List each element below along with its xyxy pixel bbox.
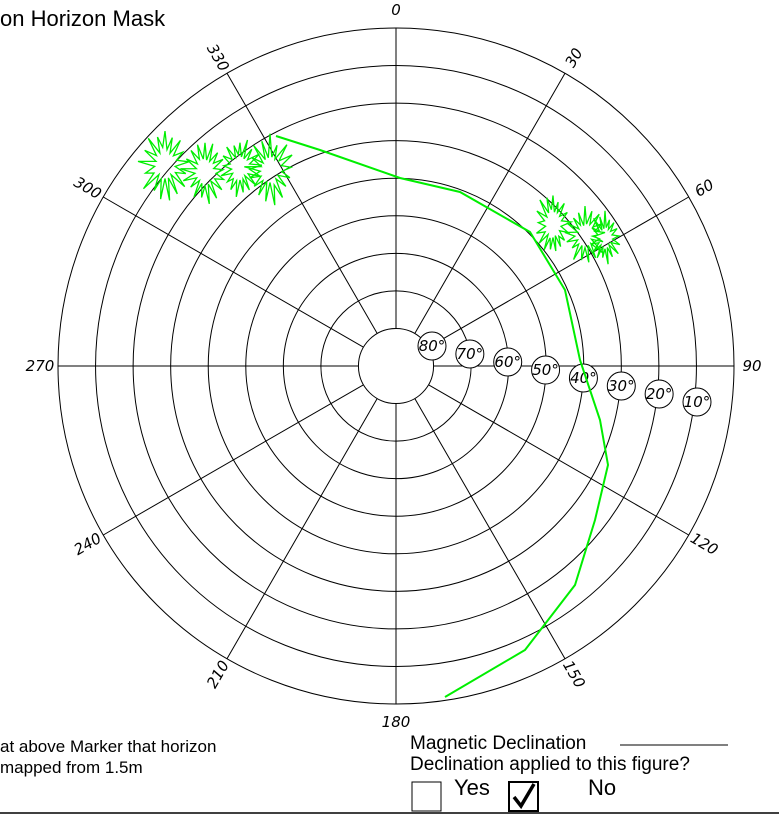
declination-label: Magnetic Declination <box>410 733 586 754</box>
elevation-label: 30° <box>608 377 635 395</box>
note-line: mapped from 1.5m <box>0 758 143 777</box>
elevation-label-circle <box>531 355 561 385</box>
elevation-label: 70° <box>457 345 484 363</box>
elevation-label-circle <box>682 387 712 417</box>
no-label: No <box>588 775 616 800</box>
elevation-label-circle <box>455 339 485 369</box>
elevation-label-circle <box>644 379 674 409</box>
azimuth-spoke <box>428 384 689 536</box>
azimuth-label: 30 <box>561 45 586 71</box>
azimuth-spoke <box>414 398 566 659</box>
azimuth-label: 0 <box>391 1 401 19</box>
azimuth-label: 330 <box>203 41 233 75</box>
tree <box>244 133 294 206</box>
horizon-line <box>275 135 610 698</box>
yes-checkbox[interactable] <box>411 781 442 812</box>
azimuth-label: 240 <box>71 529 105 559</box>
elevation-label-circle <box>606 371 636 401</box>
elevation-label: 50° <box>532 361 559 379</box>
azimuth-label: 300 <box>71 173 105 203</box>
yes-label: Yes <box>454 775 490 800</box>
azimuth-label: 180 <box>382 713 411 731</box>
azimuth-spoke <box>226 398 378 659</box>
azimuth-spoke <box>103 384 364 536</box>
elevation-label: 60° <box>494 353 521 371</box>
tree <box>564 205 606 263</box>
note-line: at above Marker that horizon <box>0 737 216 756</box>
azimuth-label: 270 <box>26 357 55 375</box>
tree <box>536 195 574 252</box>
elevation-label: 10° <box>684 393 711 411</box>
azimuth-label: 60 <box>692 175 718 200</box>
elevation-label: 40° <box>570 369 597 387</box>
title: on Horizon Mask <box>0 6 166 31</box>
azimuth-spoke <box>103 196 364 348</box>
check-mark <box>512 783 536 810</box>
azimuth-label: 150 <box>559 657 589 691</box>
tree <box>180 142 226 205</box>
tree <box>590 210 621 265</box>
declination-question: Declination applied to this figure? <box>410 754 690 775</box>
azimuth-spoke <box>414 73 566 334</box>
elevation-label-circle <box>568 363 598 393</box>
elevation-label-circle <box>417 331 447 361</box>
azimuth-spoke <box>428 196 689 348</box>
azimuth-label: 210 <box>203 657 233 691</box>
azimuth-label: 90 <box>742 357 761 375</box>
elevation-label: 20° <box>646 385 673 403</box>
tree <box>220 139 263 198</box>
azimuth-spoke <box>226 73 378 334</box>
azimuth-label: 120 <box>687 529 721 559</box>
elevation-label: 80° <box>419 337 446 355</box>
tree <box>137 131 190 201</box>
elevation-label-circle <box>493 347 523 377</box>
